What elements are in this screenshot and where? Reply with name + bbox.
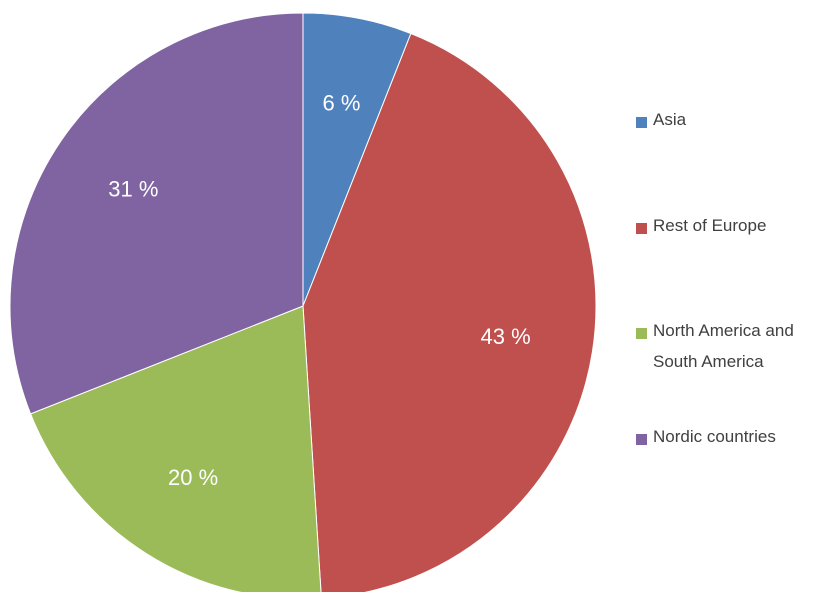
- legend-label: Nordic countries: [653, 427, 776, 446]
- slice-label: 43 %: [480, 324, 530, 349]
- pie-slice: [302, 32, 597, 592]
- legend-item: North America and South America: [636, 321, 803, 377]
- pie-slice: [9, 12, 304, 415]
- legend-swatch: [636, 117, 647, 128]
- legend-item: Asia: [636, 110, 803, 135]
- legend-label: North America and South America: [653, 321, 794, 371]
- slice-label: 20 %: [168, 465, 218, 490]
- legend-label: Rest of Europe: [653, 216, 767, 235]
- legend-swatch: [636, 434, 647, 445]
- slice-label: 6 %: [322, 90, 360, 115]
- legend-swatch: [636, 223, 647, 234]
- slice-label: 31 %: [108, 177, 158, 202]
- legend-item: Rest of Europe: [636, 216, 803, 241]
- legend: Asia Rest of Europe North America and Sout…: [636, 0, 826, 592]
- pie-slice: [29, 305, 322, 592]
- legend-swatch: [636, 328, 647, 339]
- legend-item: Nordic countries: [636, 427, 803, 452]
- legend-label: Asia: [653, 110, 687, 129]
